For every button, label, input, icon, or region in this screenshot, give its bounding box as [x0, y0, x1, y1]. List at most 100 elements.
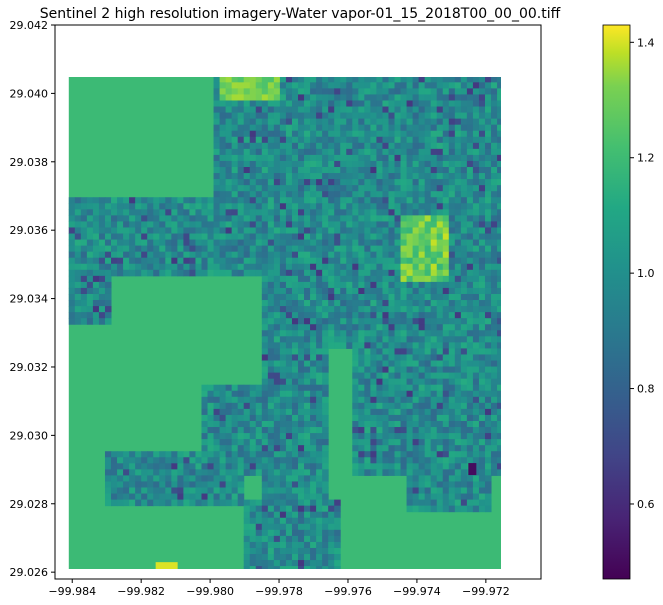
raster-cell: [352, 257, 359, 265]
raster-cell: [183, 499, 190, 507]
raster-cell: [147, 239, 154, 247]
raster-cell: [358, 414, 365, 422]
raster-cell: [273, 402, 281, 410]
raster-cell: [346, 215, 353, 222]
raster-cell: [291, 148, 299, 156]
raster-cell: [484, 336, 492, 343]
raster-cell: [466, 130, 474, 138]
raster-cell: [123, 233, 130, 241]
raster-cell: [472, 499, 480, 507]
raster-cell: [406, 173, 414, 180]
raster-cell: [406, 263, 414, 271]
raster-cell: [316, 318, 323, 325]
raster-cell: [279, 469, 287, 476]
raster-cell: [273, 318, 281, 325]
raster-cell: [328, 499, 335, 507]
raster-cell: [322, 541, 329, 549]
raster-cell: [497, 408, 501, 416]
raster-cell: [472, 281, 480, 289]
raster-cell: [478, 221, 486, 228]
raster-cell: [298, 173, 305, 180]
raster-cell: [376, 245, 383, 253]
raster-cell: [261, 360, 269, 368]
raster-cell: [340, 251, 347, 259]
raster-cell: [298, 257, 305, 265]
raster-cell: [261, 433, 269, 440]
raster-cell: [129, 487, 136, 495]
raster-cell: [273, 112, 281, 120]
raster-cell: [376, 239, 383, 247]
raster-cell: [376, 185, 383, 192]
raster-cell: [394, 167, 402, 174]
raster-cell: [267, 336, 275, 343]
raster-cell: [442, 499, 450, 507]
raster-cell: [454, 167, 462, 174]
raster-cell: [304, 481, 311, 489]
raster-cell: [376, 154, 383, 162]
raster-cell: [442, 306, 450, 313]
raster-cell: [328, 535, 335, 543]
raster-cell: [406, 215, 414, 222]
raster-cell: [412, 118, 420, 126]
raster-cell: [376, 179, 383, 186]
raster-cell: [298, 493, 305, 501]
raster-cell: [370, 209, 377, 216]
colorbar-tick-label: 1.2: [637, 152, 655, 165]
raster-cell: [448, 433, 456, 440]
raster-cell: [472, 269, 480, 277]
raster-cell: [237, 112, 245, 120]
raster-cell: [358, 173, 365, 180]
raster-cell: [448, 142, 456, 150]
raster-cell: [460, 148, 468, 156]
raster-cell: [370, 239, 377, 247]
raster-cell: [261, 384, 269, 392]
raster-cell: [400, 88, 408, 95]
raster-cell: [358, 378, 365, 386]
raster-cell: [376, 439, 383, 446]
raster-cell: [165, 463, 172, 470]
raster-cell: [279, 384, 287, 392]
raster-cell: [177, 257, 184, 265]
raster-cell: [249, 269, 257, 277]
raster-cell: [285, 529, 293, 537]
raster-cell: [219, 251, 227, 259]
raster-cell: [195, 263, 202, 271]
raster-cell: [80, 281, 88, 289]
raster-cell: [491, 360, 498, 368]
raster-cell: [322, 118, 329, 126]
raster-cell: [448, 318, 456, 325]
raster-cell: [491, 408, 498, 416]
raster-cell: [382, 287, 389, 295]
raster-cell: [394, 306, 402, 313]
raster-cell: [424, 487, 432, 495]
raster-cell: [328, 505, 335, 513]
raster-cell: [273, 130, 281, 138]
raster-cell: [406, 191, 414, 198]
raster-cell: [484, 469, 492, 476]
raster-cell: [267, 541, 275, 549]
raster-cell: [310, 136, 317, 144]
raster-cell: [255, 173, 263, 180]
raster-cell: [466, 475, 474, 482]
raster-cell: [497, 167, 501, 174]
raster-cell: [291, 529, 299, 537]
raster-cell: [412, 185, 420, 192]
raster-cell: [358, 287, 365, 295]
raster-cell: [310, 366, 317, 374]
raster-cell: [86, 233, 94, 241]
raster-cell: [424, 130, 432, 138]
raster-cell: [316, 384, 323, 392]
raster-cell: [147, 245, 154, 253]
raster-cell: [304, 505, 311, 513]
raster-cell: [478, 112, 486, 120]
raster-cell: [394, 142, 402, 150]
raster-cell: [279, 324, 287, 331]
raster-cell: [424, 239, 432, 247]
raster-cell: [267, 505, 275, 513]
raster-cell: [418, 197, 426, 204]
raster-cell: [466, 420, 474, 428]
raster-cell: [135, 463, 142, 470]
raster-cell: [135, 227, 142, 235]
raster-cell: [460, 451, 468, 458]
raster-cell: [400, 451, 408, 458]
